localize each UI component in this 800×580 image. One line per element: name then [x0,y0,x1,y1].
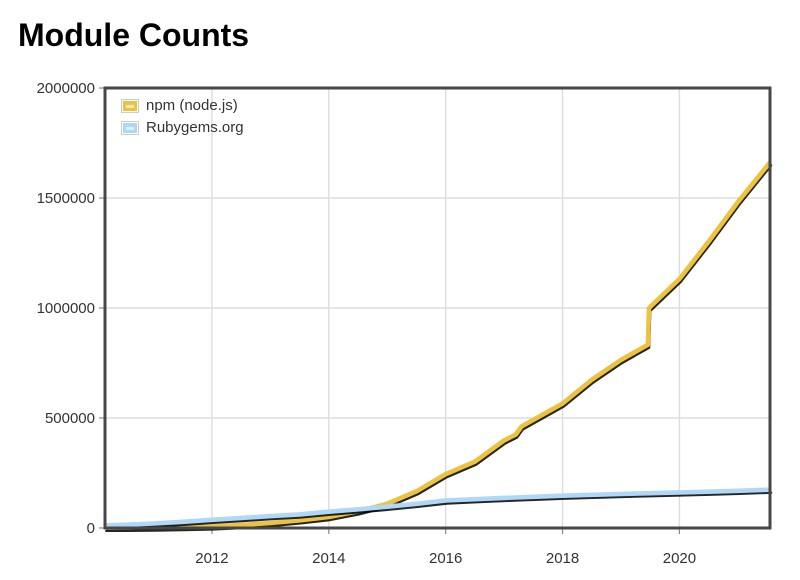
x-tick-label: 2018 [546,550,579,567]
legend-item-rubygems: Rubygems.org [121,119,244,137]
x-tick-label: 2016 [429,550,462,567]
plot-border [103,86,772,530]
y-tick-label: 2000000 [37,80,95,97]
y-tick-label: 0 [87,520,95,537]
series-line-1 [104,487,771,528]
x-tick-label: 2014 [312,550,345,567]
x-tick-label: 2020 [663,550,696,567]
y-tick-label: 500000 [45,410,95,427]
y-tick-label: 1500000 [37,190,95,207]
legend-label-npm: npm (node.js) [146,97,238,114]
legend-swatch-rubygems-icon [121,121,139,135]
x-tick-label: 2012 [195,550,228,567]
y-tick-label: 1000000 [37,300,95,317]
series-shadow-1 [105,491,773,530]
page-title: Module Counts [18,17,250,53]
legend-label-rubygems: Rubygems.org [146,119,244,136]
legend-item-npm: npm (node.js) [121,97,244,115]
chart-legend: npm (node.js) Rubygems.org [121,97,244,137]
series-line-0 [104,160,771,529]
legend-swatch-npm-icon [121,99,139,113]
